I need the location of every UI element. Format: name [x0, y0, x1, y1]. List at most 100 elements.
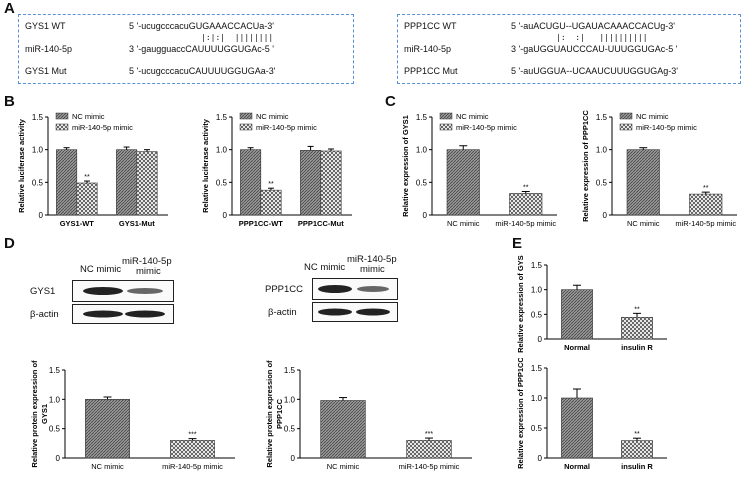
- y-axis-label: Relative luciferase activity: [17, 118, 26, 213]
- bar: [170, 440, 215, 459]
- bar: [621, 440, 653, 459]
- seq-text: 5 '-ucugcccacuGUGAAACCACUa-3': [129, 21, 274, 31]
- significance-label: **: [268, 181, 274, 188]
- significance-label: **: [634, 431, 640, 438]
- seq-text: 5 '-ucugcccacuCAUUUUGGUGAa-3': [129, 66, 276, 76]
- bar: [300, 150, 322, 216]
- x-tick-label: NC mimic: [447, 219, 480, 228]
- seq-name: GYS1 Mut: [25, 66, 67, 76]
- y-axis-label: Relative expression of PPP1CC: [516, 358, 525, 469]
- y-tick-label: 0.5: [531, 310, 543, 319]
- y-tick-label: 1.0: [216, 146, 228, 155]
- y-tick-label: 1.0: [531, 286, 543, 295]
- chart-luciferase-ppp1cc: 0 0.5 1.0 1.5 Relative luciferase activity PP…: [201, 112, 352, 228]
- y-tick-label: 0.5: [531, 424, 543, 433]
- y-tick-label: 1.5: [216, 113, 228, 122]
- legend-swatch-nc: [619, 112, 633, 120]
- bar: [406, 440, 452, 459]
- bar: [116, 149, 138, 216]
- legend-swatch-nc: [239, 112, 253, 120]
- x-tick-label: GYS1-WT: [60, 219, 95, 228]
- bar: [260, 189, 282, 216]
- bar: [561, 397, 593, 459]
- seq-text: 3 '-gaUGGUAUCCCAU-UUUGGUGAc-5 ': [511, 44, 678, 54]
- y-tick-label: 1.5: [531, 261, 543, 270]
- bar: [320, 400, 366, 459]
- legend-label-nc: NC mimic: [72, 112, 105, 121]
- sequence-box-ppp1cc: PPP1CC WT 5 '-auACUGU--UGAUACAAACCACUg-3…: [397, 14, 741, 84]
- y-tick-label: 0: [603, 211, 608, 220]
- y-tick-label: 0.5: [49, 425, 61, 434]
- panel-label-b: B: [4, 93, 15, 110]
- y-tick-label: 1.0: [49, 395, 61, 404]
- x-tick-label: insulin R: [621, 343, 653, 352]
- seq-pairing: |: :| ||||||||||: [556, 33, 648, 42]
- legend-label-nc: NC mimic: [636, 112, 669, 121]
- legend-label-mir: miR-140-5p mimic: [256, 123, 317, 132]
- x-tick-label: Normal: [564, 343, 590, 352]
- bar: [689, 193, 723, 216]
- significance-label: **: [634, 306, 640, 313]
- x-tick-label: NC mimic: [91, 462, 124, 471]
- chart-luciferase-gys1: 0 0.5 1.0 1.5 Relative luciferase activity GY…: [17, 112, 168, 228]
- y-tick-label: 0.5: [216, 178, 228, 187]
- x-tick-label: miR-140-5p mimic: [162, 462, 223, 471]
- legend-label-nc: NC mimic: [456, 112, 489, 121]
- y-tick-label: 0: [39, 211, 44, 220]
- chart-expression-ppp1cc: 0 0.5 1.0 1.5 Relative expression of PPP1CC N…: [581, 110, 737, 228]
- x-tick-label: miR-140-5p mimic: [399, 462, 460, 471]
- y-tick-label: 1.0: [531, 394, 543, 403]
- legend-swatch-nc: [55, 112, 69, 120]
- blot-row-label: β-actin: [268, 307, 297, 318]
- legend-label-nc: NC mimic: [256, 112, 289, 121]
- bar: [76, 182, 98, 216]
- x-tick-label: PPP1CC-Mut: [298, 219, 344, 228]
- significance-label: ***: [188, 432, 196, 439]
- y-axis-label: Relative expression of GYS1: [401, 115, 410, 217]
- legend-swatch-mir: [55, 123, 69, 131]
- blot-band-box: [72, 304, 174, 324]
- y-tick-label: 1.0: [284, 395, 296, 404]
- blot-col-label: NC mimic: [80, 264, 122, 275]
- seq-name: miR-140-5p: [25, 44, 73, 54]
- x-tick-label: Normal: [564, 462, 590, 471]
- blot-col-label: miR-140-5p: [122, 256, 172, 267]
- significance-label: ***: [425, 431, 433, 438]
- x-tick-label: PPP1CC-WT: [239, 219, 284, 228]
- y-axis-label: Relative protein expression ofPPP1CC: [265, 360, 284, 468]
- panel-label-d: D: [4, 235, 15, 252]
- blot-col-label: NC mimic: [304, 262, 346, 273]
- bar: [509, 193, 543, 216]
- x-tick-label: NC mimic: [327, 462, 360, 471]
- y-tick-label: 1.0: [32, 146, 44, 155]
- legend-label-mir: miR-140-5p mimic: [636, 123, 697, 132]
- chart-expression-gys1: 0 0.5 1.0 1.5 Relative expression of GYS1 NC …: [401, 112, 557, 228]
- x-tick-label: NC mimic: [627, 219, 660, 228]
- panel-label-e: E: [512, 235, 523, 252]
- y-tick-label: 1.5: [531, 364, 543, 373]
- y-tick-label: 1.5: [32, 113, 44, 122]
- bar: [621, 316, 653, 340]
- significance-label: **: [84, 174, 90, 181]
- panel-label-a: A: [4, 0, 15, 17]
- y-axis-label: Relative expression of PPP1CC: [581, 110, 590, 222]
- seq-name: PPP1CC WT: [404, 21, 457, 31]
- y-tick-label: 0: [423, 211, 428, 220]
- bar: [446, 149, 480, 216]
- x-tick-label: miR-140-5p mimic: [495, 219, 556, 228]
- seq-text: 5 '-auUGGUA--UCAAUCUUUGGUGAg-3': [511, 66, 678, 76]
- significance-label: **: [523, 184, 529, 191]
- y-tick-label: 0: [538, 454, 543, 463]
- x-tick-label: GYS1-Mut: [119, 219, 155, 228]
- seq-name: GYS1 WT: [25, 21, 66, 31]
- seq-name: PPP1CC Mut: [404, 66, 458, 76]
- y-tick-label: 0: [538, 335, 543, 344]
- bar: [136, 151, 158, 216]
- x-tick-label: insulin R: [621, 462, 653, 471]
- blot-row-label: GYS1: [30, 286, 56, 297]
- bar: [240, 149, 262, 216]
- significance-label: **: [703, 185, 709, 192]
- legend-swatch-nc: [439, 112, 453, 120]
- legend-swatch-mir: [619, 123, 633, 131]
